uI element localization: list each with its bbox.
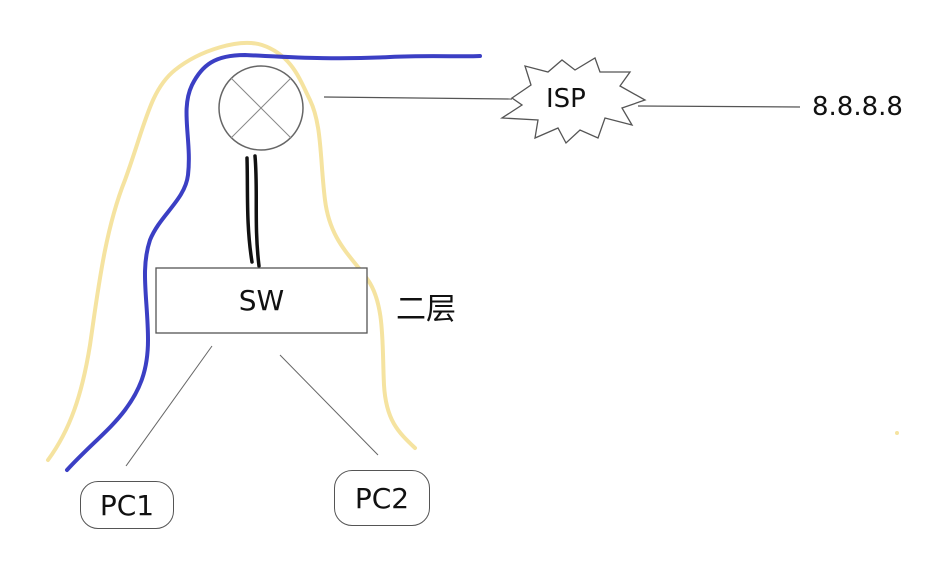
isp-destination-link (637, 105, 801, 108)
router-isp-link (323, 96, 513, 100)
pc2-label: PC2 (354, 481, 410, 515)
switch-pc1-link (125, 345, 213, 467)
switch-pc2-link (279, 354, 379, 456)
pc1-node: PC1 (80, 481, 174, 529)
stray-mark (895, 431, 899, 435)
switch-label: SW (238, 284, 285, 317)
destination-ip-label: 8.8.8.8 (812, 92, 903, 122)
isp-label: ISP (546, 84, 586, 114)
router-switch-trunk (245, 154, 261, 268)
router-icon (218, 65, 304, 151)
switch-box (155, 267, 368, 334)
switch-layer-note: 二层 (396, 292, 456, 327)
pc2-node: PC2 (334, 470, 430, 526)
yellow-path-highlight (46, 40, 417, 462)
pc1-label: PC1 (99, 488, 155, 522)
blue-path-trace (65, 53, 482, 472)
isp-cloud-icon (499, 57, 647, 145)
